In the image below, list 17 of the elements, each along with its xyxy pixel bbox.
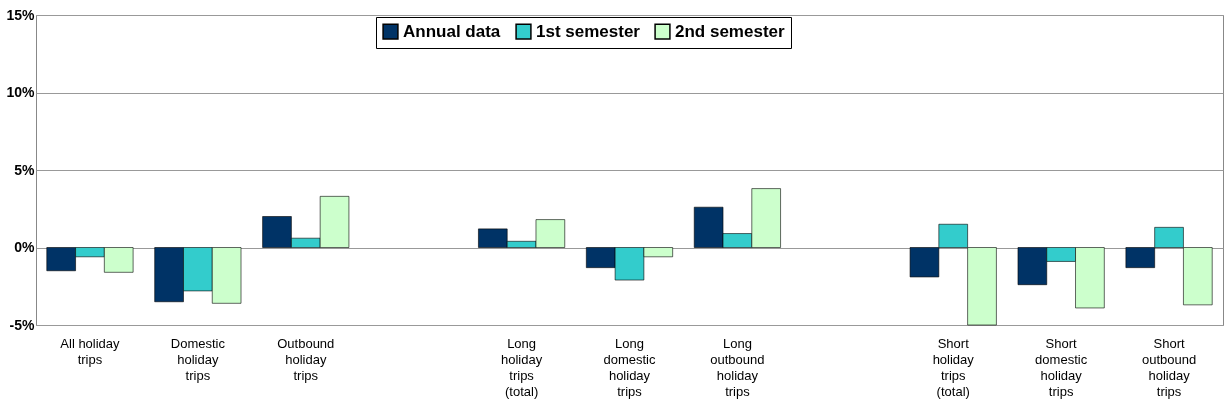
- x-tick-label: Domestic holiday trips: [170, 335, 226, 383]
- x-tick-label: Short domestic holiday trips: [1035, 335, 1088, 399]
- y-tick-label: -5%: [9, 316, 36, 333]
- legend-label: 2nd semester: [675, 21, 785, 41]
- x-tick-label: Long domestic holiday trips: [603, 335, 656, 399]
- y-tick-label: 5%: [14, 161, 36, 178]
- legend-label: 1st semester: [536, 21, 641, 41]
- y-tick-label: 15%: [6, 6, 36, 23]
- y-tick-label: 0%: [14, 239, 36, 255]
- x-tick-label: Long holiday trips (total): [500, 335, 543, 399]
- x-tick-label: Short holiday trips (total): [932, 335, 975, 399]
- x-tick-label: Short outbound holiday trips: [1141, 335, 1197, 399]
- x-tick-label: Outbound holiday trips: [277, 335, 335, 383]
- y-tick-label: 10%: [6, 84, 36, 100]
- legend-label: Annual data: [403, 21, 501, 41]
- x-tick-label: Long outbound holiday trips: [710, 335, 765, 399]
- x-tick-label: All holiday trips: [60, 335, 121, 367]
